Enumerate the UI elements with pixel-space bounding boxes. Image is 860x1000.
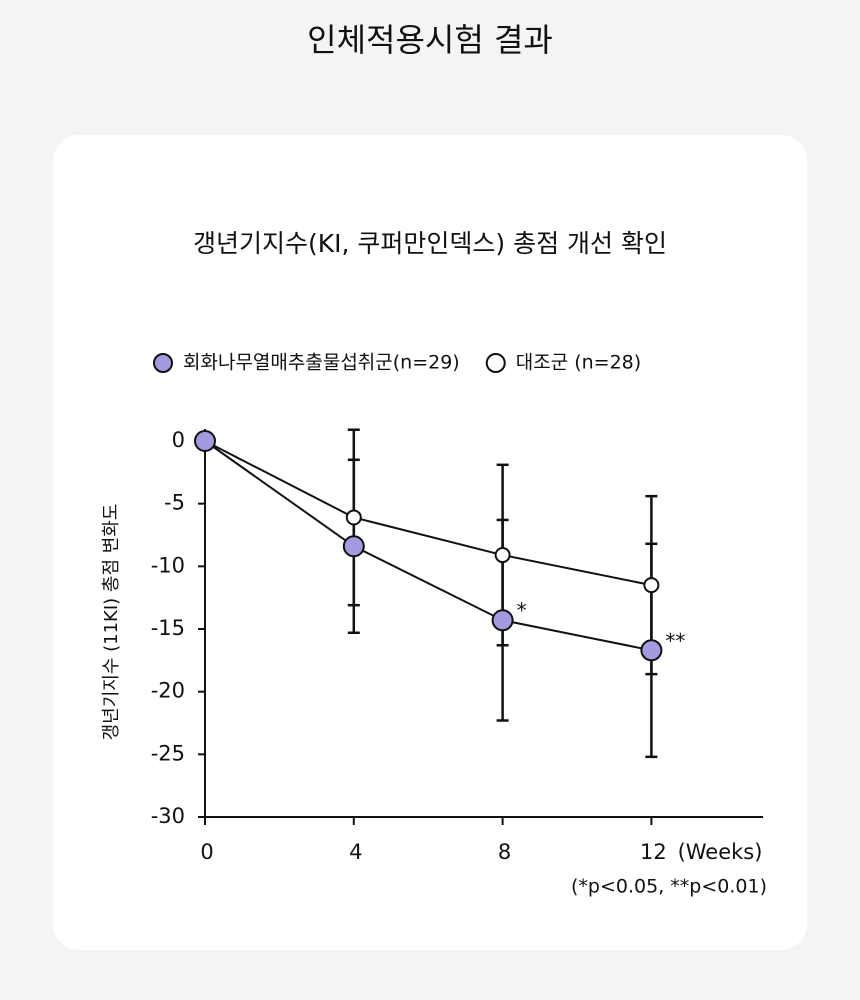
point xyxy=(640,639,663,662)
point xyxy=(643,577,660,594)
chart-title: 갱년기지수(KI, 쿠퍼만인덱스) 총점 개선 확인 xyxy=(193,229,667,258)
x-tick-label: 4 xyxy=(349,840,362,864)
x-tick-label: 8 xyxy=(498,840,511,864)
y-tick-label: -15 xyxy=(151,616,185,640)
point xyxy=(491,609,514,632)
y-tick-label: -10 xyxy=(151,553,185,577)
x-axis-label: (Weeks) xyxy=(678,840,763,864)
x-tick-label: 0 xyxy=(200,840,213,864)
legend-label: 회화나무열매추출물섭취군(n=29) xyxy=(183,352,460,374)
heading: 인체적용시험 결과 xyxy=(307,21,553,59)
point xyxy=(494,547,511,564)
card xyxy=(53,135,807,950)
x-tick-label: 12 xyxy=(640,840,667,864)
legend-marker xyxy=(153,353,173,373)
series-line xyxy=(204,440,652,652)
y-tick-label: -5 xyxy=(164,491,185,515)
point xyxy=(194,430,216,452)
annotation: ** xyxy=(665,629,685,653)
y-axis-label: 갱년기지수 (11KI) 총점 변화도 xyxy=(101,504,122,741)
legend-label: 대조군 (n=28) xyxy=(516,352,641,374)
legend-marker xyxy=(485,353,506,373)
note: (*p<0.05, **p<0.01) xyxy=(571,876,767,898)
point xyxy=(342,535,365,558)
y-tick-label: -25 xyxy=(151,741,185,765)
series-line xyxy=(204,440,652,587)
y-tick-label: 0 xyxy=(172,428,185,452)
y-tick-label: -20 xyxy=(151,679,185,703)
y-tick-label: -30 xyxy=(151,804,185,828)
annotation: * xyxy=(517,599,527,623)
point xyxy=(345,509,362,526)
